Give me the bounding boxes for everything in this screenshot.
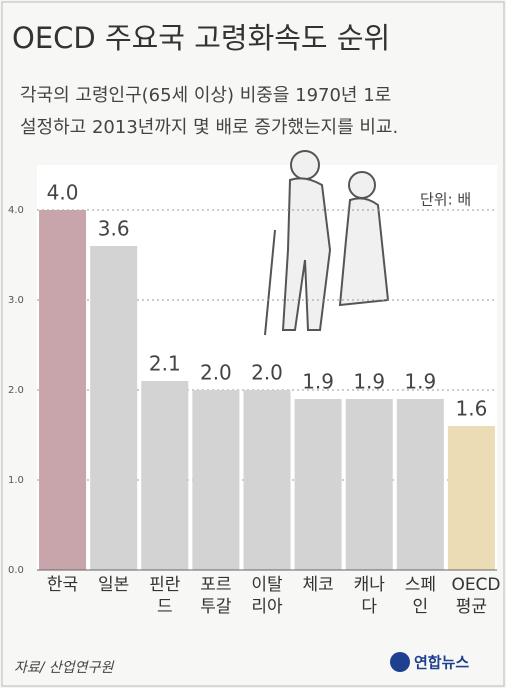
- y-tick-label: 3.0: [8, 295, 24, 306]
- logo: 연합뉴스: [414, 654, 469, 672]
- unit-label: 단위: 배: [420, 191, 471, 209]
- y-tick-label: 1.0: [8, 475, 24, 486]
- y-tick-label: 4.0: [8, 205, 24, 216]
- bar: [346, 399, 393, 570]
- x-tick-label: OECD 평균: [451, 574, 491, 618]
- value-label: 2.1: [149, 352, 181, 376]
- logo-icon: [390, 652, 410, 672]
- chart-title: OECD 주요국 고령화속도 순위: [12, 21, 390, 55]
- source: 자료/ 산업연구원: [14, 660, 114, 676]
- y-tick-label: 2.0: [8, 385, 24, 396]
- bar: [141, 381, 188, 570]
- value-label: 1.9: [404, 370, 436, 394]
- value-label: 2.0: [251, 361, 283, 385]
- value-label: 3.6: [98, 217, 130, 241]
- x-tick-label: 핀란드: [145, 574, 185, 618]
- bar: [295, 399, 342, 570]
- bar: [397, 399, 444, 570]
- x-tick-label: 포르투갈: [196, 574, 236, 618]
- x-tick-label: 캐나다: [349, 574, 389, 618]
- value-label: 1.9: [353, 370, 385, 394]
- subtitle: 설정하고 2013년까지 몇 배로 증가했는지를 비교.: [20, 117, 398, 138]
- page: OECD 주요국 고령화속도 순위 각국의 고령인구(65세 이상) 비중을 1…: [0, 0, 506, 688]
- bar: [243, 390, 290, 570]
- y-tick-label: 0.0: [8, 565, 24, 576]
- x-tick-label: 스페인: [400, 574, 440, 618]
- x-tick-label: 체코: [298, 574, 338, 596]
- x-tick-label: 한국: [43, 574, 83, 596]
- bar: [90, 246, 137, 570]
- value-label: 2.0: [200, 361, 232, 385]
- value-label: 1.6: [456, 397, 488, 421]
- x-tick-label: 이탈리아: [247, 574, 287, 618]
- x-tick-label: 일본: [94, 574, 134, 596]
- bar: [39, 210, 86, 570]
- subtitle: 각국의 고령인구(65세 이상) 비중을 1970년 1로: [20, 85, 391, 106]
- bar: [448, 426, 495, 570]
- value-label: 4.0: [47, 181, 79, 205]
- bar: [192, 390, 239, 570]
- value-label: 1.9: [302, 370, 334, 394]
